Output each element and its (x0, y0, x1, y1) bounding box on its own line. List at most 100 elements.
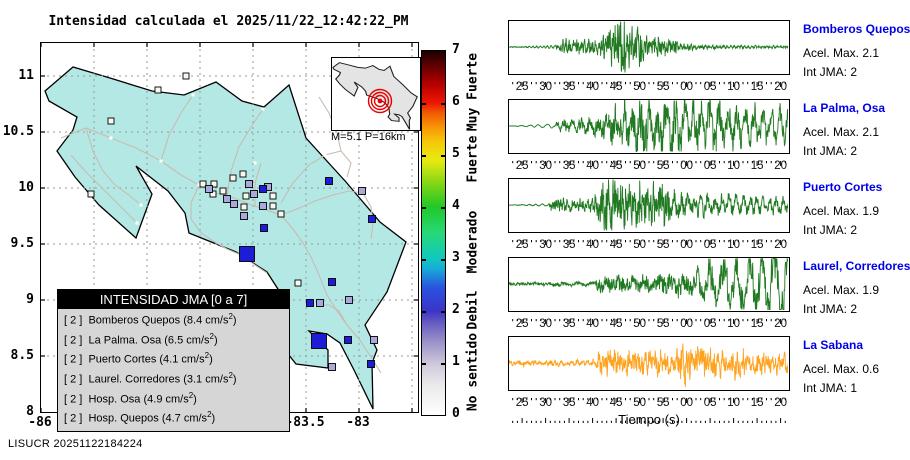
time-tick-label: 30 (539, 160, 552, 172)
station-marker (239, 170, 247, 178)
town-dot (139, 203, 143, 207)
colorbar-number: 0 (452, 406, 460, 421)
colorbar-gradient (422, 51, 445, 415)
station-marker (259, 185, 267, 193)
time-tick-label: 35 (562, 239, 576, 251)
time-tick-label: 00 (680, 160, 693, 172)
colorbar-tick (422, 363, 426, 365)
intensity-colorbar (421, 50, 446, 416)
intensity-scale-label: Moderado (465, 211, 481, 274)
time-tick-label: 50 (633, 318, 646, 330)
station-marker (311, 333, 327, 349)
land-outline (44, 66, 407, 410)
legend-entry: [ 2 ] Hosp. Osa (4.9 cm/s2) (64, 390, 197, 406)
station-name-label: La Sabana (803, 338, 864, 352)
time-tick-label: 35 (562, 160, 576, 172)
time-tick-label: 05 (703, 397, 717, 409)
time-tick-row (508, 391, 790, 403)
station-name-label: Bomberos Quepos (803, 22, 910, 36)
time-tick-label: 30 (539, 81, 552, 93)
page-title: Intensidad calculada el 2025/11/22_12:42… (48, 14, 409, 29)
time-tick-label: 35 (562, 397, 576, 409)
colorbar-tick (441, 155, 445, 157)
intensity-scale-label: No sentido (465, 333, 481, 412)
station-marker (259, 202, 267, 210)
time-tick-label: 30 (539, 239, 552, 251)
station-marker (368, 215, 376, 223)
seismogram-panel (508, 336, 790, 391)
colorbar-tick (422, 155, 426, 157)
time-tick-label: 50 (633, 397, 646, 409)
time-tick-label: 40 (586, 81, 599, 93)
time-tick-label: 30 (539, 318, 552, 330)
town-dot (109, 136, 113, 140)
time-tick-label: 45 (609, 397, 623, 409)
colorbar-number: 3 (452, 250, 460, 265)
y-axis-tick-label: 8.5 (10, 348, 34, 363)
legend-entry: [ 2 ] La Palma. Osa (6.5 cm/s2) (64, 331, 218, 347)
seismogram-panels: 25 30 35 40 45 50 55 00 05 10 15 20 Bomberos Quepos A… (508, 0, 910, 460)
time-tick-label: 15 (750, 160, 764, 172)
time-tick-label: 25 (515, 318, 529, 330)
time-tick-row (508, 154, 790, 166)
station-marker (328, 278, 336, 286)
int-jma-label: Int JMA: 2 (803, 144, 858, 158)
station-marker (250, 190, 258, 198)
time-tick-label: 05 (703, 318, 717, 330)
colorbar-tick (441, 259, 445, 261)
time-tick-label: 20 (774, 397, 787, 409)
time-tick-label: 55 (656, 397, 670, 409)
colorbar-tick (441, 363, 445, 365)
seismogram-panel (508, 178, 790, 233)
station-name-label: Puerto Cortes (803, 180, 883, 194)
road-line (362, 192, 374, 240)
station-marker (367, 360, 375, 368)
time-tick-label: 40 (586, 397, 599, 409)
x-axis-tick-label: -83.5 (285, 415, 325, 430)
legend-entry: [ 2 ] Bomberos Quepos (8.4 cm/s2) (64, 312, 237, 327)
accel-max-label: Acel. Max. 2.1 (803, 125, 880, 139)
station-marker (182, 72, 190, 80)
town-dot (159, 159, 163, 163)
station-marker (205, 185, 213, 193)
time-tick-label: 25 (515, 239, 529, 251)
town-dot (191, 93, 195, 97)
colorbar-number: 7 (452, 42, 460, 57)
time-tick-label: 25 (515, 81, 529, 93)
time-tick-label: 50 (633, 160, 646, 172)
time-tick-label: 30 (539, 397, 552, 409)
y-axis-tick-label: 10.5 (2, 124, 34, 139)
station-marker (230, 200, 238, 208)
road-line (280, 214, 382, 374)
time-axis-label: Tiempo (s) (618, 412, 680, 427)
station-marker (306, 299, 314, 307)
town-dot (253, 161, 257, 165)
time-tick-label: 40 (586, 160, 599, 172)
station-marker (328, 363, 336, 371)
time-tick-row (508, 233, 790, 245)
colorbar-number: 1 (452, 354, 460, 369)
event-magnitude-label: M=5.1 P=16km (331, 131, 406, 143)
time-tick-label: 45 (609, 239, 623, 251)
time-tick-row (508, 410, 790, 423)
time-tick-label: 20 (774, 318, 787, 330)
waveform-trace (509, 258, 789, 310)
time-tick-label: 15 (750, 397, 764, 409)
time-tick-label: 55 (656, 81, 670, 93)
road-line (280, 190, 364, 216)
inset-land (332, 62, 418, 130)
colorbar-number: 2 (452, 302, 460, 317)
station-marker (240, 203, 248, 211)
time-tick-label: 50 (633, 239, 646, 251)
road-line (254, 162, 262, 206)
colorbar-tick (422, 207, 426, 209)
watermark: LISUCR 20251122184224 (8, 438, 143, 450)
colorbar-tick (441, 207, 445, 209)
time-tick-label: 45 (609, 160, 623, 172)
waveform-trace (509, 343, 789, 387)
time-tick-label: 15 (750, 81, 764, 93)
epicenter-icon (373, 94, 387, 108)
legend-rows: [ 2 ] Bomberos Quepos (8.4 cm/s2) [ 2 ] L… (58, 309, 289, 427)
y-axis-tick-label: 11 (18, 68, 34, 83)
seismogram-panel (508, 20, 790, 75)
